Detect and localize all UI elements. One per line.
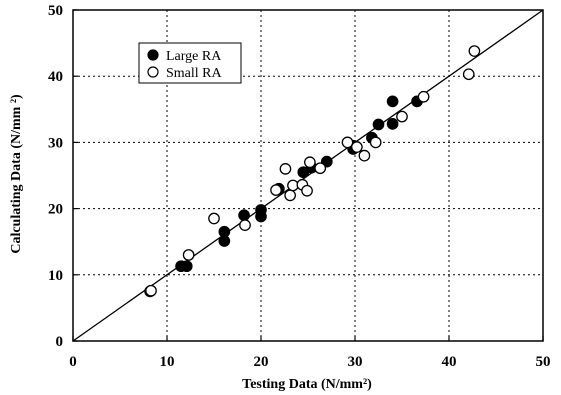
point-small-ra	[341, 136, 354, 149]
point-large-ra	[386, 95, 399, 108]
point-small-ra	[462, 68, 475, 81]
x-tick-label: 40	[442, 354, 457, 370]
point-large-ra	[218, 235, 231, 247]
y-tick-label: 30	[48, 135, 63, 151]
point-small-ra	[314, 162, 327, 175]
point-small-ra	[301, 184, 313, 197]
legend-label-small-ra: Small RA	[166, 66, 223, 81]
point-large-ra	[255, 210, 267, 223]
x-axis-title: Testing Data (N/mm²)	[242, 377, 372, 392]
legend-label-large-ra: Large RA	[166, 49, 222, 64]
y-tick-label: 50	[48, 3, 63, 19]
point-small-ra	[358, 149, 371, 162]
point-small-ra	[351, 141, 363, 153]
point-large-ra	[386, 118, 399, 130]
point-small-ra	[279, 163, 292, 175]
point-small-ra	[239, 219, 251, 231]
point-small-ra	[208, 212, 220, 225]
point-small-ra	[182, 249, 195, 261]
legend: Large RA Small RA	[138, 42, 242, 84]
axis-ticks: 0 10 20 30 40 50 0 10 20 30 40 50	[48, 3, 551, 370]
point-small-ra	[417, 90, 430, 103]
y-axis-title: Calculating Data (N/mm ²)	[9, 94, 24, 254]
point-small-ra	[284, 189, 296, 202]
point-small-ra	[468, 45, 481, 57]
x-tick-label: 50	[536, 354, 551, 370]
y-tick-label: 40	[48, 69, 63, 85]
legend-marker-large-ra	[147, 49, 159, 61]
point-large-ra	[180, 260, 193, 273]
point-small-ra	[304, 156, 316, 169]
y-tick-label: 20	[48, 202, 63, 218]
point-small-ra	[396, 110, 408, 123]
y-tick-label: 10	[48, 268, 63, 284]
point-large-ra	[372, 118, 385, 131]
plot-frame	[72, 9, 544, 342]
data-points	[144, 45, 481, 298]
x-tick-label: 10	[160, 354, 175, 370]
point-small-ra	[270, 184, 282, 196]
x-tick-label: 30	[348, 354, 363, 370]
x-tick-label: 0	[69, 354, 77, 370]
legend-marker-small-ra	[147, 66, 159, 78]
y-tick-label: 0	[56, 334, 64, 350]
point-small-ra	[145, 284, 157, 297]
point-large-ra	[238, 209, 250, 222]
point-small-ra	[369, 136, 382, 149]
x-tick-label: 20	[254, 354, 269, 370]
